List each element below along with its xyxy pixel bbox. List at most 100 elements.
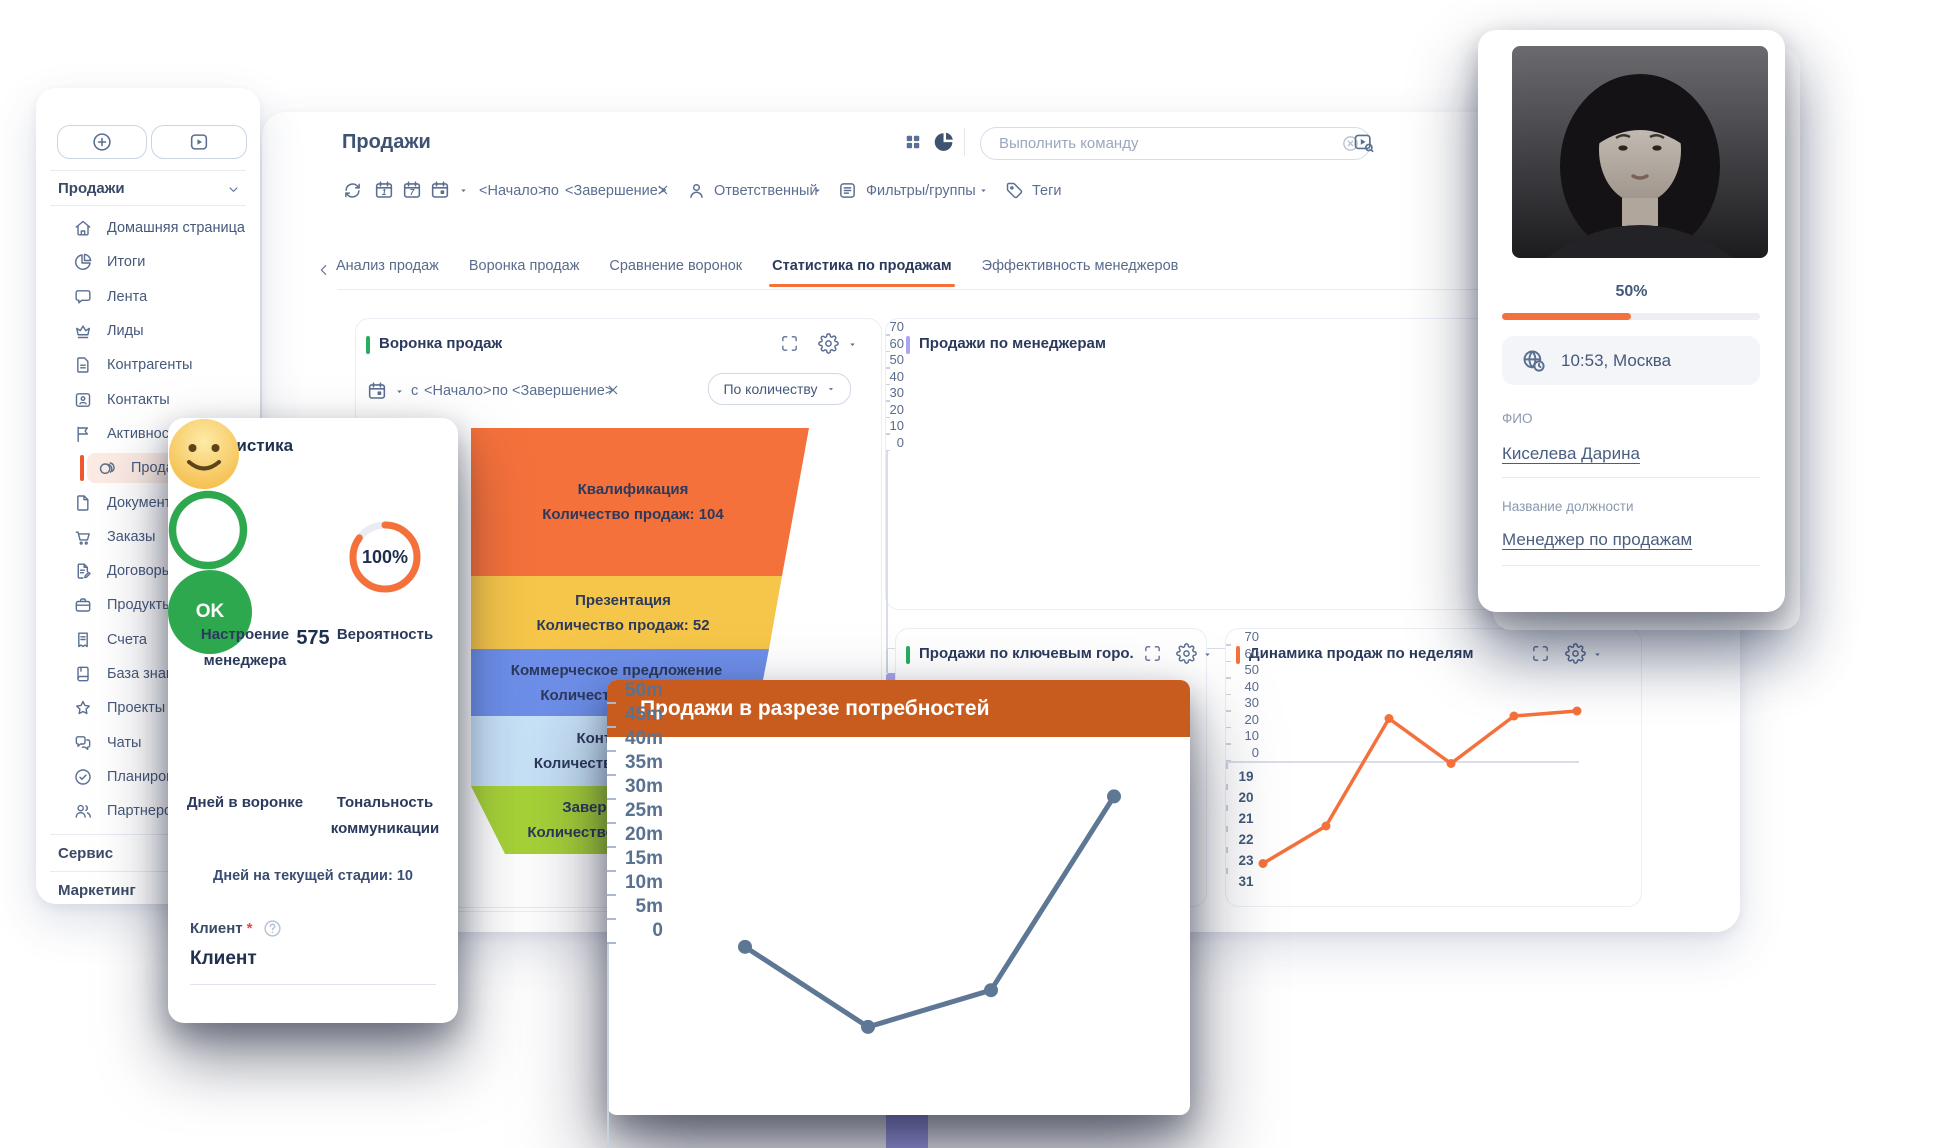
funnel-gear-icon[interactable] bbox=[818, 333, 839, 354]
dynamics-gear-icon[interactable] bbox=[1565, 643, 1586, 664]
period-word: по bbox=[543, 183, 559, 199]
funnel-mode-button[interactable]: По количеству bbox=[708, 373, 851, 405]
dynamics-title: Динамика продаж по неделям bbox=[1249, 645, 1474, 662]
grid-view-icon[interactable] bbox=[903, 132, 923, 152]
calendar-day-icon[interactable]: 1 bbox=[373, 179, 395, 201]
stage-days-label: Дней на текущей стадии: 10 bbox=[213, 868, 413, 884]
profile-card: 50% 10:53, Москва ФИО Киселева Дарина На… bbox=[1478, 30, 1785, 612]
x-tick-label: 23 bbox=[1238, 852, 1254, 868]
y-tick bbox=[607, 942, 616, 944]
tab-5[interactable]: Эффективность менеджеров bbox=[981, 258, 1179, 274]
tags-filter[interactable]: Теги bbox=[1032, 183, 1062, 199]
sidebar-item-marketing[interactable]: Маркетинг bbox=[58, 882, 136, 899]
tab-2[interactable]: Воронка продаж bbox=[468, 258, 580, 274]
sidebar-section-label[interactable]: Продажи bbox=[58, 180, 125, 197]
tab-1[interactable]: Анализ продаж bbox=[336, 258, 439, 274]
y-axis bbox=[886, 451, 888, 648]
cities-accent bbox=[906, 646, 910, 664]
sidebar-item-label: Домашняя страница bbox=[107, 220, 245, 237]
y-tick bbox=[1226, 759, 1231, 761]
clear-search-icon[interactable] bbox=[1341, 134, 1360, 153]
tab-3[interactable]: Сравнение воронок bbox=[609, 258, 743, 274]
profile-divider bbox=[1502, 565, 1760, 566]
funnel-filter-to[interactable]: <Завершение> bbox=[512, 383, 614, 399]
funnel-calendar-caret-icon[interactable] bbox=[394, 386, 405, 397]
tag-icon[interactable] bbox=[1004, 180, 1025, 201]
run-command-icon[interactable] bbox=[1352, 131, 1375, 154]
funnel-menu-caret-icon[interactable] bbox=[847, 339, 858, 350]
calendar-custom-icon[interactable] bbox=[429, 179, 451, 201]
y-tick-label: 20 bbox=[889, 401, 904, 417]
pie-view-icon[interactable] bbox=[933, 130, 956, 153]
sidebar-item-projects[interactable]: Проекты bbox=[36, 691, 260, 725]
y-tick bbox=[886, 383, 890, 385]
filters-caret-icon[interactable] bbox=[978, 185, 989, 196]
sidebar-item-contracts[interactable]: Договоры bbox=[36, 554, 260, 588]
period-to[interactable]: <Завершение> bbox=[565, 183, 667, 199]
coins-icon bbox=[97, 458, 117, 478]
tile-label: Настроение менеджера bbox=[200, 626, 290, 669]
sidebar-item-totals[interactable]: Итоги bbox=[36, 245, 260, 279]
search-input[interactable] bbox=[997, 134, 1333, 153]
y-tick bbox=[886, 334, 890, 336]
y-tick-label: 70 bbox=[1244, 629, 1259, 644]
tab-4[interactable]: Статистика по продажам bbox=[769, 258, 955, 287]
question-icon[interactable] bbox=[262, 918, 283, 939]
sidebar-item-leads[interactable]: Лиды bbox=[36, 314, 260, 348]
doc-lines-icon bbox=[73, 355, 93, 375]
tile-label: Тональность коммуникации bbox=[330, 794, 440, 837]
sidebar-item-service[interactable]: Сервис bbox=[58, 845, 114, 862]
period-from[interactable]: <Начало> bbox=[479, 183, 547, 199]
refresh-icon[interactable] bbox=[342, 180, 363, 201]
funnel-calendar-icon[interactable] bbox=[366, 380, 388, 402]
clear-period-icon[interactable] bbox=[655, 182, 671, 198]
plus-icon bbox=[91, 131, 113, 153]
statistics-card: Статистика Настроение менеджера 100% Вероят… bbox=[168, 418, 458, 1023]
file-icon bbox=[73, 493, 93, 513]
y-tick bbox=[886, 367, 890, 369]
x-tick bbox=[1226, 867, 1228, 874]
calendar-week-icon[interactable]: 7 bbox=[401, 179, 423, 201]
command-search[interactable] bbox=[980, 127, 1371, 160]
calendar-caret-icon[interactable] bbox=[458, 185, 469, 196]
tabs-scroll-left-icon[interactable] bbox=[316, 262, 332, 278]
sidebar-item-feed[interactable]: Лента bbox=[36, 280, 260, 314]
filters-icon[interactable] bbox=[837, 180, 858, 201]
add-button[interactable] bbox=[57, 125, 147, 159]
dynamics-expand-icon[interactable] bbox=[1531, 644, 1550, 663]
cities-menu-caret-icon[interactable] bbox=[1202, 649, 1213, 660]
y-tick bbox=[607, 846, 616, 848]
responsible-filter[interactable]: Ответственный bbox=[714, 183, 818, 199]
funnel-stage-1: Квалификация Количество продаж: 104 bbox=[471, 428, 809, 576]
sidebar-item-documents[interactable]: Документы bbox=[36, 485, 260, 519]
position-link[interactable]: Менеджер по продажам bbox=[1502, 530, 1693, 549]
sidebar-item-chats[interactable]: Чаты bbox=[36, 725, 260, 759]
y-tick-label: 35m bbox=[624, 752, 663, 773]
dynamics-menu-caret-icon[interactable] bbox=[1592, 649, 1603, 660]
sidebar-item-label: Договоры bbox=[107, 563, 173, 580]
funnel-expand-icon[interactable] bbox=[780, 334, 799, 353]
funnel-filter-from[interactable]: <Начало> bbox=[424, 383, 492, 399]
sidebar-item-orders[interactable]: Заказы bbox=[36, 520, 260, 554]
sidebar-item-home[interactable]: Домашняя страница bbox=[36, 211, 260, 245]
needs-title: Продажи в разрезе потребностей bbox=[640, 696, 990, 720]
fio-link[interactable]: Киселева Дарина bbox=[1502, 444, 1640, 463]
funnel-filter-clear-icon[interactable] bbox=[605, 382, 621, 398]
filters-groups[interactable]: Фильтры/группы bbox=[866, 183, 976, 199]
sidebar-item-products[interactable]: Продукты bbox=[36, 588, 260, 622]
sidebar-item-contacts[interactable]: Контакты bbox=[36, 382, 260, 416]
y-tick-label: 15m bbox=[624, 848, 663, 869]
sidebar-item-activities[interactable]: Активности bbox=[36, 417, 260, 451]
sidebar-item-invoices[interactable]: Счета bbox=[36, 623, 260, 657]
cities-gear-icon[interactable] bbox=[1176, 643, 1197, 664]
responsible-caret-icon[interactable] bbox=[812, 185, 823, 196]
responsible-icon[interactable] bbox=[686, 180, 707, 201]
y-tick-label: 5m bbox=[635, 896, 663, 917]
x-tick-label: 21 bbox=[1238, 810, 1254, 826]
header-divider bbox=[964, 128, 965, 156]
start-button[interactable] bbox=[151, 125, 247, 159]
y-tick-label: 40 bbox=[889, 368, 904, 384]
chevron-down-icon[interactable] bbox=[226, 182, 241, 197]
sidebar-item-counterparties[interactable]: Контрагенты bbox=[36, 348, 260, 382]
cities-expand-icon[interactable] bbox=[1143, 644, 1162, 663]
